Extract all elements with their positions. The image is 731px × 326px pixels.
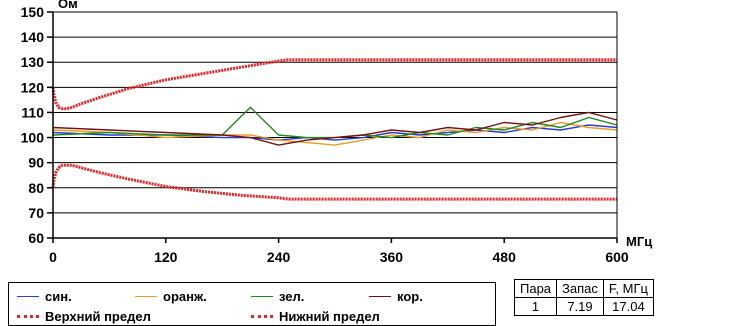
x-tick-label: 120	[154, 249, 178, 265]
series-line-5	[51, 163, 617, 201]
y-tick-label: 70	[28, 205, 44, 221]
margin-cell-freq: 17.04	[602, 297, 654, 316]
legend-label-orange: оранж.	[163, 289, 207, 304]
x-tick-label: 600	[605, 249, 629, 265]
tick-labels: 60 70 80 90 100 110 120 130 140 150 0 120 240 360 480 6…	[21, 4, 629, 265]
x-tick-label: 480	[493, 249, 517, 265]
legend-item-upper-limit: Верхний предел	[17, 309, 151, 324]
x-axis-title: МГц	[626, 234, 652, 249]
legend-label-blue: син.	[45, 289, 72, 304]
legend-item-green: зел.	[251, 289, 304, 304]
legend-label-green: зел.	[279, 289, 305, 304]
legend-swatch-upper-limit	[17, 315, 39, 318]
margin-header-margin: Запас	[556, 279, 604, 298]
legend: син. оранж. зел. кор. Верхний предел Ниж…	[8, 282, 496, 326]
x-tick-label: 360	[380, 249, 404, 265]
legend-item-blue: син.	[17, 289, 72, 304]
legend-swatch-brown	[369, 296, 391, 297]
margin-table-row: 1 7.19 17.04	[513, 297, 654, 316]
y-tick-label: 80	[28, 180, 44, 196]
margin-cell-margin: 7.19	[556, 297, 604, 316]
y-tick-label: 100	[21, 130, 45, 146]
axes	[47, 11, 618, 243]
grid-lines	[53, 11, 617, 214]
legend-swatch-green	[251, 296, 273, 297]
legend-swatch-orange	[135, 296, 157, 297]
margin-table-header: Пара Запас F, МГц	[513, 279, 654, 298]
margin-table: Пара Запас F, МГц 1 7.19 17.04	[513, 279, 654, 316]
series-layer	[51, 58, 618, 201]
series-line-2	[52, 106, 618, 139]
legend-swatch-blue	[17, 296, 39, 297]
y-tick-label: 140	[21, 29, 45, 45]
series-line-4	[51, 58, 617, 111]
legend-label-brown: кор.	[397, 289, 423, 304]
series-line-0	[52, 124, 618, 141]
x-tick-label: 0	[49, 249, 57, 265]
y-axis-title: Ом	[58, 0, 78, 11]
y-tick-label: 120	[21, 79, 45, 95]
y-tick-label: 130	[21, 54, 45, 70]
y-tick-label: 150	[21, 4, 45, 20]
legend-swatch-lower-limit	[251, 315, 273, 318]
series-line-3	[52, 111, 618, 146]
margin-header-freq: F, МГц	[602, 279, 654, 298]
margin-header-pair: Пара	[513, 279, 558, 298]
legend-label-lower-limit: Нижний предел	[279, 309, 380, 324]
legend-item-lower-limit: Нижний предел	[251, 309, 380, 324]
y-tick-label: 110	[21, 104, 44, 120]
legend-label-upper-limit: Верхний предел	[45, 309, 151, 324]
y-tick-label: 90	[28, 155, 44, 171]
legend-item-orange: оранж.	[135, 289, 207, 304]
legend-item-brown: кор.	[369, 289, 423, 304]
y-tick-label: 60	[28, 230, 44, 246]
margin-cell-pair: 1	[513, 297, 558, 316]
x-tick-label: 240	[267, 249, 291, 265]
